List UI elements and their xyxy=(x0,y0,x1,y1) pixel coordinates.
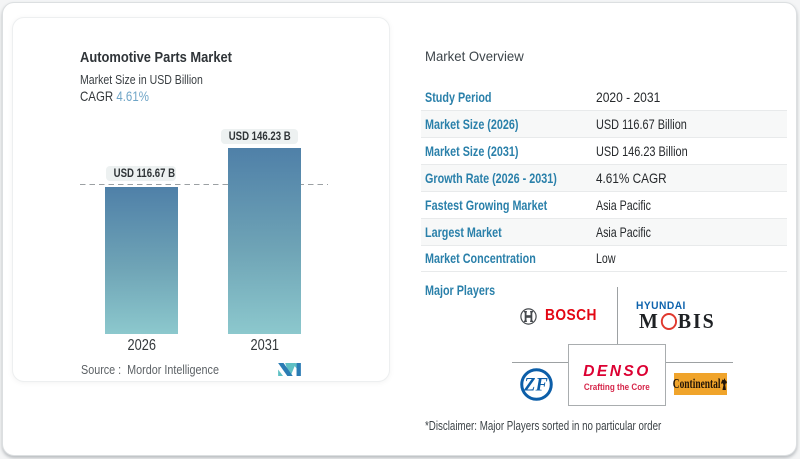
svg-text:ZF: ZF xyxy=(523,376,548,396)
